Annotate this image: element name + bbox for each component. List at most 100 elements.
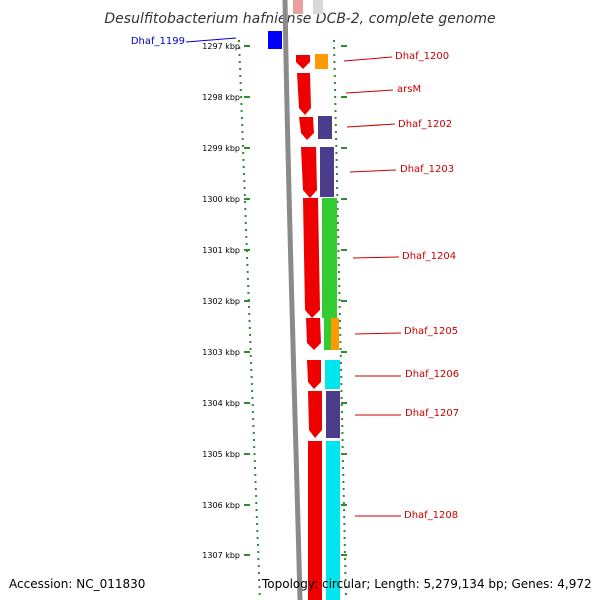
gene-label[interactable]: Dhaf_1204: [402, 251, 456, 262]
gene-label[interactable]: Dhaf_1203: [400, 164, 454, 175]
scale-dot: [335, 159, 338, 161]
scale-dot: [340, 390, 343, 392]
scale-dot: [241, 131, 244, 133]
scale-dot: [341, 439, 344, 441]
topology-text: Topology: circular; Length: 5,279,134 bp…: [262, 577, 592, 591]
kbp-tick: 1303 kbp: [202, 348, 250, 357]
gene-label[interactable]: Dhaf_1206: [405, 369, 459, 380]
scale-dot: [244, 208, 247, 210]
scale-dot: [257, 572, 260, 574]
kbp-label: 1299 kbp: [202, 144, 240, 153]
genome-backbone-inner: [295, 0, 307, 600]
gene-label[interactable]: Dhaf_1207: [405, 408, 459, 419]
scale-dot: [342, 488, 345, 490]
scale-dot: [342, 467, 345, 469]
scale-dot: [343, 516, 346, 518]
scale-dot: [248, 320, 251, 322]
scale-dot: [246, 271, 249, 273]
scale-dot: [334, 110, 337, 112]
scale-dot: [336, 215, 339, 217]
scale-dot: [244, 201, 246, 203]
scale-dot: [258, 586, 261, 588]
scale-dot: [241, 138, 244, 140]
scale-dot: [337, 257, 340, 259]
scale-dot: [336, 201, 339, 203]
scale-dot: [336, 187, 339, 189]
scale-dot: [253, 446, 256, 448]
scale-dot: [338, 313, 341, 315]
scale-dot: [258, 579, 261, 581]
scale-dot: [245, 243, 248, 245]
gene-dhaf-1202[interactable]: Dhaf_1202: [299, 116, 452, 140]
kbp-label: 1301 kbp: [202, 246, 240, 255]
scale-dot: [243, 187, 246, 189]
scale-dot: [243, 180, 246, 182]
scale-dot: [340, 369, 343, 371]
scale-dot: [337, 271, 340, 273]
gene-dhaf-1208[interactable]: Dhaf_1208: [308, 441, 458, 600]
gene-dhaf-1203[interactable]: Dhaf_1203: [301, 147, 454, 198]
gene-label[interactable]: Dhaf_1199: [131, 36, 185, 47]
accession-text: Accession: NC_011830: [9, 577, 146, 591]
scale-dot: [334, 117, 337, 119]
scale-dot: [344, 586, 347, 588]
gene-label[interactable]: Dhaf_1202: [398, 119, 452, 130]
gene-label[interactable]: arsM: [397, 84, 421, 95]
scale-dot: [250, 383, 253, 385]
gene-dhaf-1206[interactable]: Dhaf_1206: [307, 360, 459, 389]
gene-dhaf-1207[interactable]: Dhaf_1207: [308, 391, 459, 438]
scale-dot: [258, 593, 261, 595]
scale-dot: [342, 502, 345, 504]
scale-dot: [333, 75, 336, 77]
scale-dot: [341, 418, 344, 420]
scale-dot: [247, 292, 250, 294]
scale-dot: [246, 278, 249, 280]
scale-dot: [337, 250, 340, 252]
kbp-label: 1306 kbp: [202, 501, 240, 510]
scale-dot: [337, 243, 340, 245]
gene-dhaf-1205[interactable]: Dhaf_1205: [306, 318, 458, 350]
scale-dot: [245, 229, 248, 231]
gene-label[interactable]: Dhaf_1205: [404, 326, 458, 337]
kbp-label: 1304 kbp: [202, 399, 240, 408]
scale-dot: [339, 362, 342, 364]
scale-dot: [240, 110, 243, 112]
scale-dot: [238, 61, 241, 63]
scale-dot: [239, 82, 242, 84]
scale-dot: [245, 236, 248, 238]
scale-dot: [339, 348, 342, 350]
scale-dot: [343, 530, 346, 532]
scale-dot: [340, 397, 343, 399]
scale-dot: [242, 159, 245, 161]
scale-dot: [336, 194, 339, 196]
scale-dot: [254, 488, 257, 490]
kbp-tick: 1301 kbp: [202, 246, 250, 255]
track-fragment: [313, 0, 323, 14]
scale-dot: [336, 180, 338, 182]
scale-dot: [340, 376, 343, 378]
right-scale-ticks: [341, 45, 347, 556]
scale-dot: [339, 341, 342, 343]
scale-dot: [248, 313, 251, 315]
scale-dot: [336, 222, 339, 224]
scale-dot: [257, 558, 260, 560]
scale-dot: [344, 593, 347, 595]
gene-dhaf-1204[interactable]: Dhaf_1204: [303, 198, 456, 318]
scale-dot: [238, 54, 241, 56]
scale-dot: [240, 103, 243, 105]
gene-dhaf-1199[interactable]: Dhaf_1199: [131, 31, 282, 49]
scale-dot: [254, 467, 256, 469]
kbp-tick: 1297 kbp: [202, 42, 250, 51]
scale-dot: [256, 523, 259, 525]
scale-dot: [244, 222, 247, 224]
gene-label[interactable]: Dhaf_1208: [404, 510, 458, 521]
gene-dhaf-1200[interactable]: Dhaf_1200: [296, 51, 449, 69]
gene-arsm[interactable]: arsM: [297, 73, 421, 115]
scale-dot: [333, 68, 336, 70]
scale-dot: [254, 481, 257, 483]
scale-dot: [257, 551, 260, 553]
scale-dot: [239, 75, 242, 77]
gene-label[interactable]: Dhaf_1200: [395, 51, 449, 62]
scale-dot: [334, 131, 337, 133]
kbp-scale: 1297 kbp 1298 kbp 1299 kbp 1300 kbp 1301…: [202, 42, 250, 560]
